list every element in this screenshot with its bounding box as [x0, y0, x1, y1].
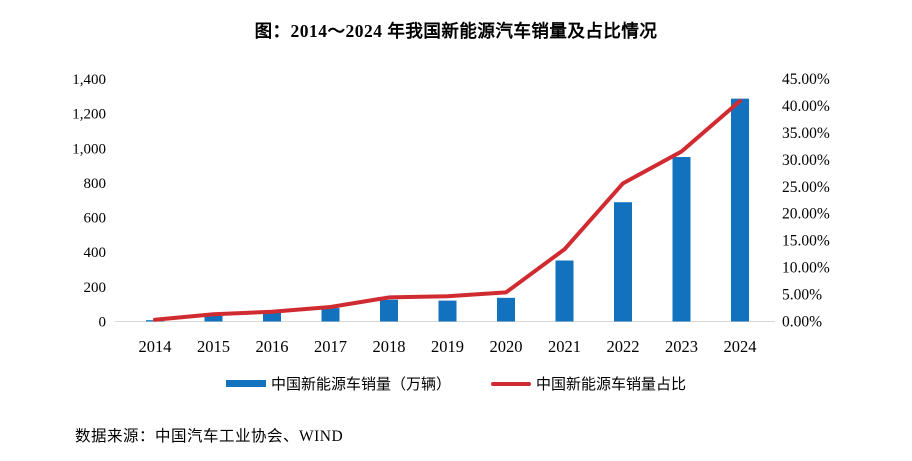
x-axis-label-2014: 2014	[139, 337, 172, 356]
sales-bar-2015	[204, 315, 223, 322]
x-axis-label-2023: 2023	[665, 337, 698, 356]
y-axis-left-tick-1200: 1,200	[72, 107, 106, 123]
x-axis-label-2018: 2018	[373, 337, 406, 356]
x-axis-label-2022: 2022	[607, 337, 640, 356]
legend-item-sales: 中国新能源车销量（万辆）	[225, 373, 451, 394]
y-axis-right-tick-0.00: 0.00%	[782, 314, 822, 331]
sales-bar-2024	[731, 98, 749, 322]
y-axis-right-tick-30.00: 30.00%	[782, 152, 830, 169]
legend-sales-label: 中国新能源车销量（万辆）	[270, 377, 451, 393]
y-axis-left-tick-200: 200	[84, 280, 107, 296]
chart-legend: 中国新能源车销量（万辆） 中国新能源车销量占比	[0, 373, 912, 394]
chart-title: 图：2014～2024 年我国新能源汽车销量及占比情况	[254, 21, 658, 41]
sales-bar-2016	[263, 312, 281, 322]
x-axis-label-2021: 2021	[548, 337, 581, 356]
y-axis-right-tick-15.00: 15.00%	[782, 233, 830, 250]
y-axis-right-tick-35.00: 35.00%	[782, 125, 830, 142]
legend-share-label: 中国新能源车销量占比	[536, 377, 687, 393]
x-axis-label-2020: 2020	[490, 337, 523, 356]
sales-bar-2021	[555, 260, 574, 322]
y-axis-right-tick-20.00: 20.00%	[782, 206, 830, 223]
y-axis-right-tick-5.00: 5.00%	[782, 287, 822, 304]
y-axis-left-tick-0: 0	[99, 315, 107, 331]
sales-bar-2018	[380, 299, 398, 322]
y-axis-right-tick-40.00: 40.00%	[782, 98, 830, 115]
sales-bar-2023	[672, 157, 691, 322]
sales-bar-2017	[321, 308, 340, 322]
data-source: 数据来源：中国汽车工业协会、WIND	[75, 428, 344, 445]
y-axis-right-tick-10.00: 10.00%	[782, 260, 830, 277]
y-axis-right-tick-45.00: 45.00%	[782, 71, 830, 88]
y-axis-right-tick-25.00: 25.00%	[782, 179, 830, 196]
x-axis-label-2016: 2016	[256, 337, 289, 356]
y-axis-left-tick-600: 600	[84, 211, 107, 227]
x-axis-label-2017: 2017	[314, 337, 347, 356]
x-axis-label-2015: 2015	[197, 337, 230, 356]
line-series-swatch	[491, 381, 531, 386]
bar-series-swatch	[225, 380, 266, 387]
sales-bar-2019	[438, 300, 457, 322]
sales-bar-2020	[497, 297, 515, 322]
sales-bar-2022	[614, 202, 632, 322]
y-axis-left-tick-1000: 1,000	[72, 141, 106, 157]
x-axis-label-2019: 2019	[431, 337, 464, 356]
x-axis-label-2024: 2024	[724, 337, 757, 356]
legend-item-share: 中国新能源车销量占比	[491, 373, 686, 394]
share-line	[153, 98, 742, 322]
y-axis-left-tick-1400: 1,400	[72, 72, 106, 88]
y-axis-left-tick-800: 800	[84, 176, 107, 192]
y-axis-left-tick-400: 400	[84, 245, 107, 261]
